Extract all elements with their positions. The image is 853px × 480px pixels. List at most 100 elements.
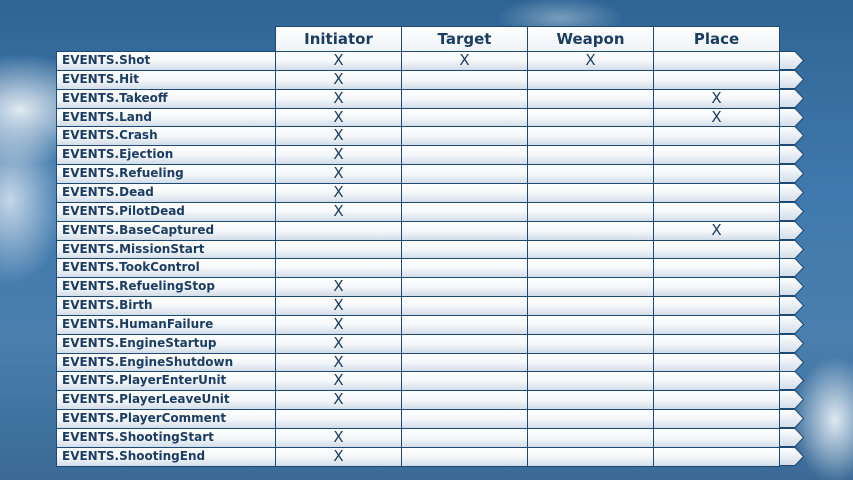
cell-place [653,428,780,448]
cell-place [653,183,780,203]
event-name: EVENTS.Birth [56,296,276,316]
cell-initiator: X [275,126,402,146]
row-arrow-icon [779,409,805,428]
cell-weapon [527,409,654,429]
cell-target [401,70,528,90]
cell-place [653,390,780,410]
cell-target [401,126,528,146]
cell-target [401,145,528,165]
cell-place [653,202,780,222]
row-arrow-icon [779,428,805,447]
cell-place [653,277,780,297]
cell-target [401,371,528,391]
cell-place [653,164,780,184]
row-arrow-icon [779,183,805,202]
row-arrow-icon [779,221,805,240]
event-name: EVENTS.Shot [56,51,276,71]
cell-weapon [527,164,654,184]
cell-weapon [527,202,654,222]
cell-target [401,390,528,410]
cell-place [653,353,780,372]
cell-initiator: X [275,145,402,165]
event-name: EVENTS.PlayerLeaveUnit [56,390,276,410]
event-name: EVENTS.Refueling [56,164,276,184]
cell-weapon [527,108,654,127]
event-name: EVENTS.Dead [56,183,276,203]
cell-weapon [527,258,654,278]
cell-place: X [653,108,780,127]
event-name: EVENTS.BaseCaptured [56,221,276,241]
cell-place [653,70,780,90]
cell-place [653,334,780,354]
cell-initiator: X [275,353,402,372]
row-arrow-icon [779,240,805,259]
cell-initiator: X [275,108,402,127]
cell-target [401,447,528,467]
event-name: EVENTS.EngineStartup [56,334,276,354]
event-name: EVENTS.Land [56,108,276,127]
cell-target [401,428,528,448]
cell-target [401,277,528,297]
cell-target [401,240,528,259]
column-header-target: Target [401,26,528,52]
event-name: EVENTS.Hit [56,70,276,90]
cell-initiator [275,258,402,278]
row-arrow-icon [779,145,805,164]
cell-target [401,409,528,429]
column-header-weapon: Weapon [527,26,654,52]
cell-initiator: X [275,202,402,222]
row-arrow-icon [779,277,805,296]
event-name: EVENTS.TookControl [56,258,276,278]
row-arrow-icon [779,371,805,390]
column-header-initiator: Initiator [275,26,402,52]
cell-place [653,126,780,146]
cell-initiator: X [275,315,402,335]
event-name: EVENTS.PilotDead [56,202,276,222]
cell-weapon [527,296,654,316]
cell-place [653,447,780,467]
event-name: EVENTS.ShootingStart [56,428,276,448]
cell-weapon [527,353,654,372]
cell-weapon [527,183,654,203]
cell-initiator: X [275,371,402,391]
column-header-place: Place [653,26,780,52]
cell-target [401,296,528,316]
cell-target [401,202,528,222]
cell-weapon [527,70,654,90]
cell-weapon [527,390,654,410]
row-arrow-icon [779,296,805,315]
event-name: EVENTS.ShootingEnd [56,447,276,467]
cell-weapon [527,371,654,391]
cell-weapon: X [527,51,654,71]
cell-target [401,108,528,127]
event-name: EVENTS.HumanFailure [56,315,276,335]
row-arrow-icon [779,70,805,89]
cell-initiator: X [275,334,402,354]
row-arrow-icon [779,164,805,183]
cell-place [653,258,780,278]
row-arrow-icon [779,89,805,108]
cell-weapon [527,447,654,467]
event-name: EVENTS.Crash [56,126,276,146]
cell-place [653,51,780,71]
cell-initiator: X [275,183,402,203]
event-name: EVENTS.Ejection [56,145,276,165]
cell-weapon [527,428,654,448]
row-arrow-icon [779,390,805,409]
row-arrow-icon [779,51,805,70]
cell-initiator: X [275,428,402,448]
cell-target [401,334,528,354]
cell-place [653,145,780,165]
cell-initiator [275,221,402,241]
cell-target [401,183,528,203]
cell-weapon [527,334,654,354]
row-arrow-icon [779,108,805,127]
cell-place [653,371,780,391]
cell-place: X [653,221,780,241]
cell-place: X [653,89,780,109]
cell-weapon [527,89,654,109]
cell-weapon [527,277,654,297]
cell-target: X [401,51,528,71]
cell-initiator: X [275,277,402,297]
cell-weapon [527,221,654,241]
